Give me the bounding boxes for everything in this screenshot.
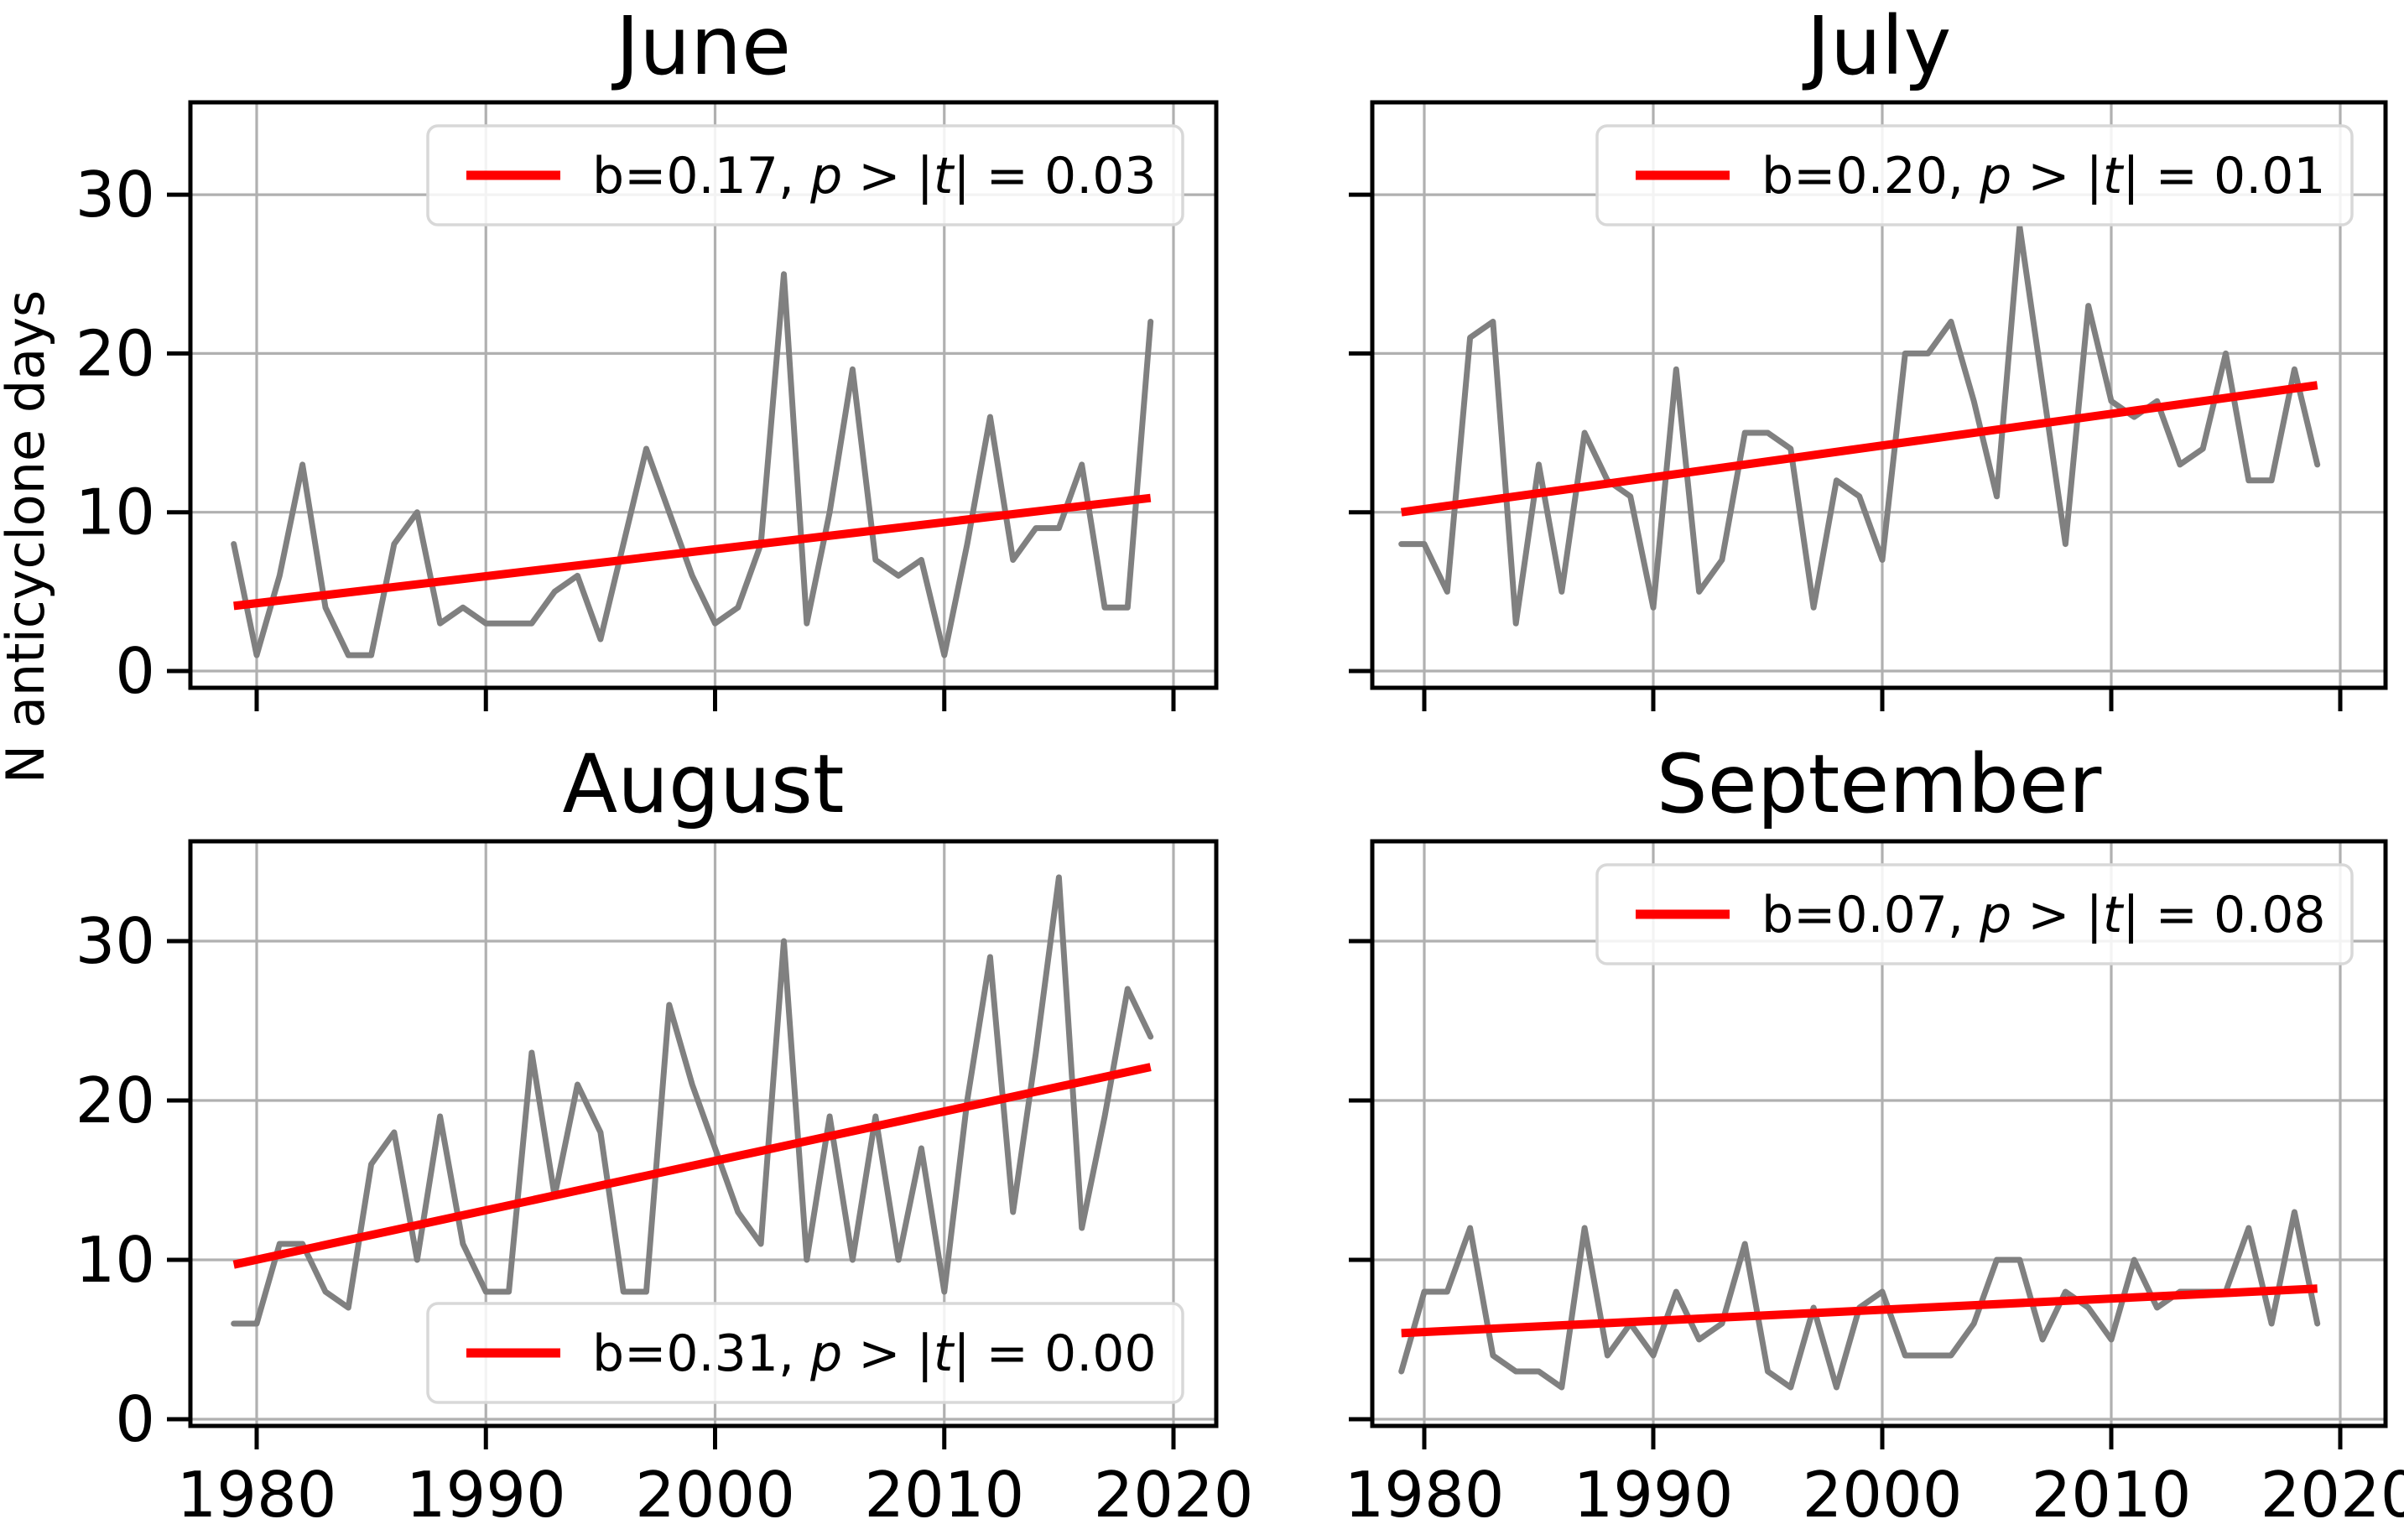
x-tick-label: 1990 [1574,1458,1734,1532]
subplot-august: 1980 1990 2000 2010 2020 0 10 20 30 August b=0.31,… [75,737,1254,1532]
y-tick-label: 30 [75,158,155,232]
x-tick-label: 1990 [406,1458,566,1532]
legend-september: b=0.07, p > |t| = 0.08 [1595,863,2354,965]
x-tick-label: 1980 [1345,1458,1505,1532]
y-tick-label: 10 [75,1223,155,1297]
legend-july: b=0.20, p > |t| = 0.01 [1595,124,2354,226]
x-tick-label: 1980 [177,1458,337,1532]
legend-label: b=0.31, p > |t| = 0.00 [592,1324,1157,1383]
trend-line-july [1401,381,2318,517]
y-tick-label: 0 [115,634,155,708]
subplot-title-august: August [563,737,845,831]
legend-box [1595,863,2354,965]
subplot-september: 1980 1990 2000 2010 2020 September b=0.07, p >… [1345,737,2404,1532]
axes-frame [188,839,1219,1428]
subplot-title-july: July [1803,0,1952,93]
x-tick-label: 2000 [1803,1458,1963,1532]
legend-box [426,124,1184,226]
legend-box [1595,124,2354,226]
legend-box [426,1302,1184,1404]
data-line-july [1398,223,2321,627]
subplot-title-june: June [611,0,791,93]
x-tick-label: 2010 [864,1458,1024,1532]
axes-frame [1370,100,2388,690]
data-line-june [231,271,1154,658]
y-tick-label: 20 [75,1064,155,1137]
data-line-august [231,874,1154,1327]
x-tick-label: 2000 [635,1458,795,1532]
subplot-title-september: September [1657,737,2102,831]
legend-label: b=0.20, p > |t| = 0.01 [1761,147,2326,206]
y-tick-label: 10 [75,476,155,549]
trend-line-june [233,493,1152,611]
y-axis-label: N anticyclone days [0,290,56,783]
trend-line-august [232,1063,1152,1269]
legend-august: b=0.31, p > |t| = 0.00 [426,1302,1184,1404]
trend-line-september [1401,1284,2318,1338]
y-tick-label: 0 [115,1382,155,1456]
x-tick-label: 2020 [2261,1458,2404,1532]
y-tick-label: 20 [75,316,155,390]
legend-label: b=0.07, p > |t| = 0.08 [1761,886,2326,944]
axes-frame [1370,839,2388,1428]
subplot-june: 0 10 20 30 June b=0.17, p > |t| = 0.03 [75,0,1219,711]
x-tick-label: 2020 [1094,1458,1254,1532]
subplot-july: July b=0.20, p > |t| = 0.01 [1349,0,2388,711]
axes-frame [188,100,1219,690]
legend-label: b=0.17, p > |t| = 0.03 [592,147,1157,206]
legend-june: b=0.17, p > |t| = 0.03 [426,124,1184,226]
y-tick-label: 30 [75,904,155,978]
x-tick-label: 2010 [2032,1458,2192,1532]
